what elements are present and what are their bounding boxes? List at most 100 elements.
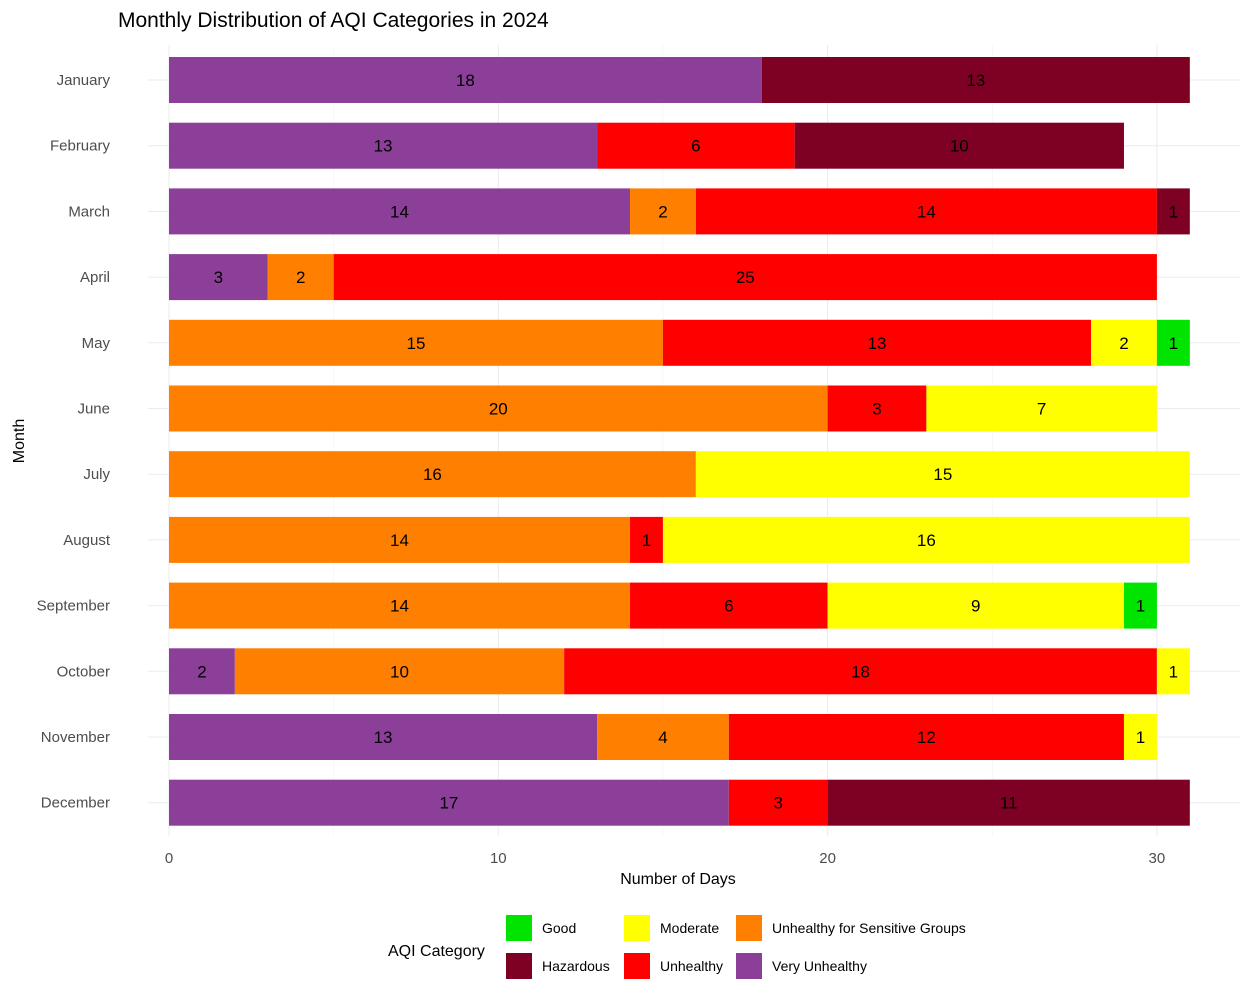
y-tick-label: January — [57, 72, 111, 89]
bar-segment — [169, 714, 598, 760]
data-label: 11 — [1000, 794, 1018, 813]
y-tick-label: July — [83, 466, 110, 483]
data-label: 12 — [917, 728, 936, 747]
y-tick-label: April — [80, 269, 110, 286]
bar-segment — [597, 714, 729, 760]
data-label: 13 — [374, 137, 393, 156]
bar-segment — [169, 648, 235, 695]
data-label: 1 — [642, 531, 651, 550]
bar-segment — [169, 451, 696, 498]
legend-swatch — [506, 953, 532, 979]
bar-segment — [1156, 188, 1190, 235]
bar-segment — [1156, 319, 1190, 366]
legend-label: Unhealthy for Sensitive Groups — [772, 920, 966, 936]
legend-label: Good — [542, 920, 576, 936]
bar-segment — [630, 188, 696, 235]
bar-segment — [728, 779, 828, 826]
x-tick-label: 20 — [819, 850, 836, 867]
data-label: 14 — [390, 531, 409, 550]
legend-label: Very Unhealthy — [772, 958, 867, 974]
bar-segment — [1123, 714, 1157, 760]
legend-swatch — [506, 915, 532, 941]
y-tick-label: October — [57, 663, 110, 680]
y-tick-label: September — [37, 598, 110, 615]
data-label: 7 — [1037, 400, 1046, 419]
legend-label: Hazardous — [542, 958, 610, 974]
data-label: 10 — [950, 137, 969, 156]
y-tick-label: March — [68, 203, 110, 220]
legend: AQI Category Good Moderate Unhealthy for S… — [388, 915, 966, 979]
bar-segment — [333, 254, 1157, 301]
data-label: 1 — [1169, 334, 1178, 353]
bar-segment — [169, 188, 631, 235]
data-label: 4 — [658, 728, 667, 747]
legend-swatch — [736, 915, 762, 941]
bar-segment — [564, 648, 1157, 695]
bar-segment — [169, 122, 598, 169]
data-label: 3 — [214, 268, 223, 287]
bar-segment — [169, 254, 268, 301]
y-tick-label: December — [41, 795, 110, 812]
bar-segment — [630, 516, 663, 563]
y-tick-label: August — [63, 532, 111, 549]
x-axis-title: Number of Days — [620, 871, 736, 888]
data-label: 3 — [773, 794, 782, 813]
bar-segment — [662, 319, 1092, 366]
data-label: 14 — [390, 202, 409, 221]
x-tick-label: 10 — [490, 850, 507, 867]
data-label: 20 — [489, 400, 508, 419]
data-label: 16 — [917, 531, 936, 550]
bar-segment — [926, 385, 1157, 432]
bar-segment — [1156, 648, 1190, 695]
bar-segment — [234, 648, 565, 695]
data-label: 16 — [423, 465, 442, 484]
bar-segment — [827, 582, 1124, 629]
data-label: 2 — [296, 268, 305, 287]
bar-segment — [169, 385, 828, 432]
data-label: 9 — [971, 597, 980, 616]
bar-segment — [695, 451, 1190, 498]
bar-segment — [1123, 582, 1157, 629]
bar-segment — [169, 582, 631, 629]
bar-segment — [728, 714, 1124, 760]
legend-swatch — [624, 915, 650, 941]
bar-segment — [761, 57, 1190, 103]
legend-swatch — [736, 953, 762, 979]
data-label: 15 — [933, 465, 952, 484]
bar-segment — [827, 385, 927, 432]
data-label: 2 — [197, 662, 206, 681]
legend-title: AQI Category — [388, 943, 485, 960]
y-tick-label: June — [77, 401, 110, 418]
bar-segment — [169, 57, 762, 103]
bar-segment — [169, 516, 631, 563]
data-label: 6 — [724, 597, 733, 616]
bar-segment — [630, 582, 828, 629]
data-label: 18 — [851, 662, 870, 681]
legend-label: Unhealthy — [660, 958, 723, 974]
legend-label: Moderate — [660, 920, 719, 936]
bar-segment — [1091, 319, 1157, 366]
bars — [169, 57, 1190, 826]
data-label: 10 — [390, 662, 409, 681]
x-tick-label: 30 — [1149, 850, 1166, 867]
bar-segment — [169, 319, 663, 366]
data-label: 2 — [1119, 334, 1128, 353]
y-tick-label: May — [82, 335, 111, 352]
data-label: 1 — [1169, 202, 1178, 221]
data-label: 17 — [439, 794, 458, 813]
data-label: 2 — [658, 202, 667, 221]
chart-title: Monthly Distribution of AQI Categories i… — [118, 9, 549, 32]
data-label: 13 — [966, 71, 985, 90]
bar-segment — [169, 779, 729, 826]
data-label: 13 — [868, 334, 887, 353]
bar-segment — [695, 188, 1157, 235]
y-axis-title: Month — [11, 419, 28, 463]
data-label: 1 — [1136, 597, 1145, 616]
data-label: 14 — [917, 202, 936, 221]
data-label: 18 — [456, 71, 475, 90]
legend-swatch — [624, 953, 650, 979]
data-label: 14 — [390, 597, 409, 616]
bar-segment — [267, 254, 334, 301]
